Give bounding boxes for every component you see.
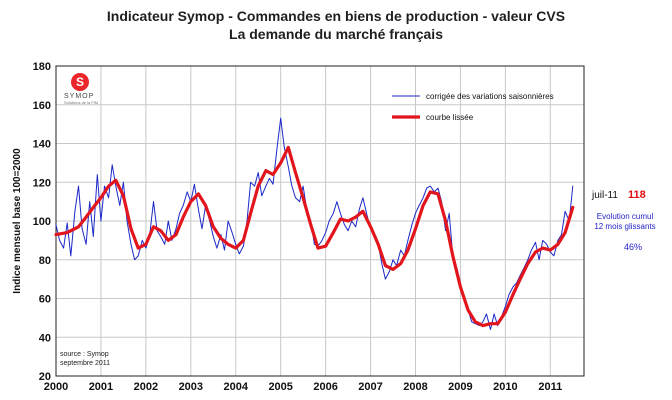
source-line-2: septembre 2011 [60,360,111,367]
symop-logo: S SYMOP Solutions de la FIM [64,73,110,105]
x-tick-label: 2000 [44,381,68,393]
chart-title: Indicateur Symop - Commandes en biens de… [106,8,566,24]
y-tick-label: 40 [39,332,51,344]
x-tick-label: 2006 [313,381,337,393]
last-value: 118 [628,189,646,201]
y-tick-label: 80 [39,255,51,267]
logo-name: SYMOP [64,93,95,100]
plot-frame [55,65,585,377]
chart-subtitle: La demande du marché français [229,26,443,42]
x-tick-label: 2008 [403,381,427,393]
x-tick-label: 2004 [224,381,249,393]
y-axis-label: Indice mensuel base 100=2000 [12,148,23,294]
x-tick-label: 2005 [268,381,292,393]
x-tick-label: 2001 [89,381,113,393]
logo-tagline: Solutions de la FIM [64,100,99,105]
y-tick-label: 180 [33,61,51,73]
y-tick-label: 120 [33,177,51,189]
x-tick-label: 2009 [448,381,472,393]
evolution-label-line-2: 12 mois glissants [594,222,656,231]
series-line-smooth [54,145,575,328]
logo-mark-icon: S [71,73,89,91]
evolution-value: 46% [624,242,643,252]
y-tick-label: 20 [39,371,51,383]
x-tick-label: 2010 [493,381,517,393]
x-tick-label: 2002 [134,381,158,393]
x-tick-label: 2011 [538,381,562,393]
y-tick-label: 60 [39,294,51,306]
last-date-label: juil-11 [592,190,618,201]
x-tick-label: 2003 [179,381,203,393]
y-tick-label: 140 [33,139,51,151]
source-note: source : Symop septembre 2011 [60,350,110,368]
y-tick-label: 100 [33,216,51,228]
y-tick-label: 160 [33,100,51,112]
series-line-raw [55,117,574,330]
evolution-label-line-1: Evolution cumul [596,212,654,221]
legend-label-raw: corrigée des variations saisonnières [426,92,554,101]
legend-label-smooth: courbe lissée [426,113,474,122]
evolution-label: Evolution cumul 12 mois glissants [594,212,656,232]
source-line-1: source : Symop [60,351,109,358]
x-tick-label: 2007 [358,381,382,393]
